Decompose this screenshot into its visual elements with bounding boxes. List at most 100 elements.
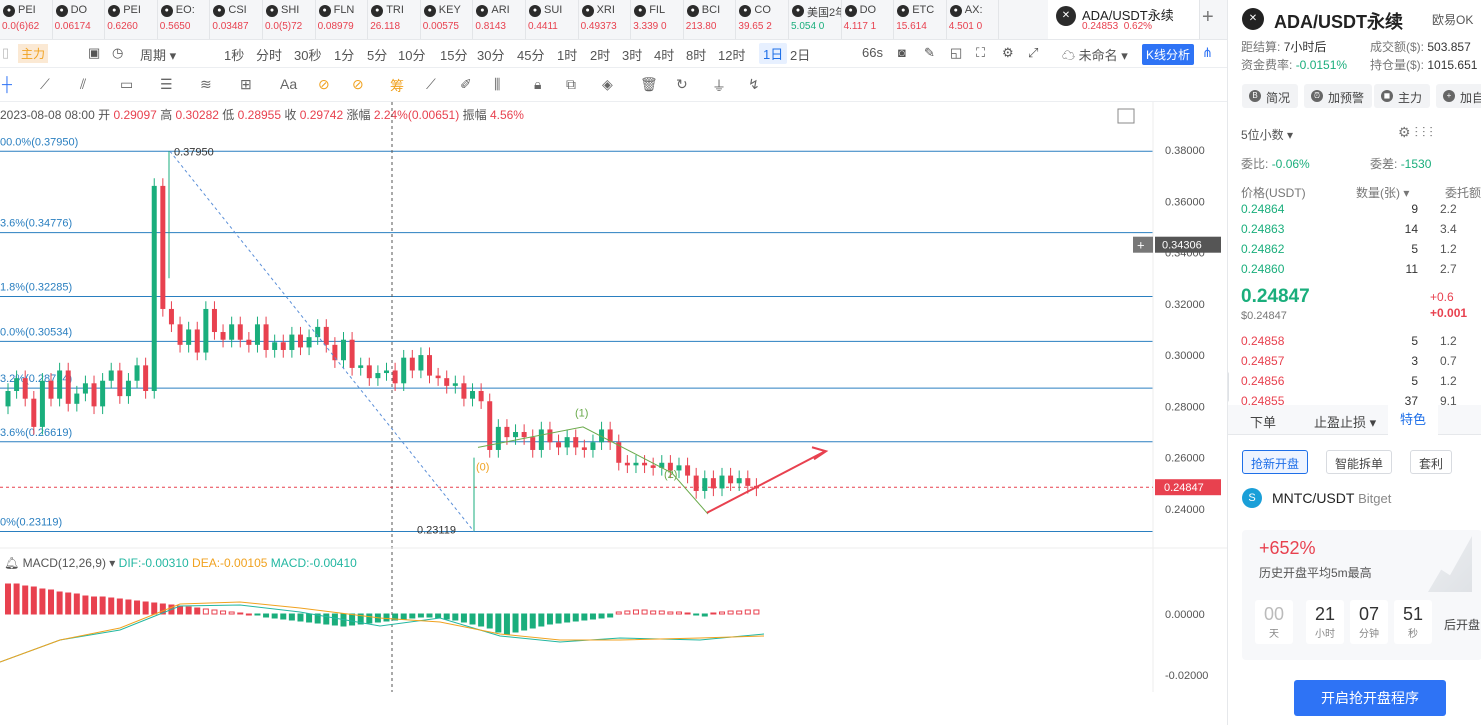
symbol-tab[interactable]: ● SHI 0.0(5)72 xyxy=(263,0,316,39)
measure-icon[interactable]: ⊞ xyxy=(240,76,252,92)
layout-selector[interactable]: ☁ 未命名 ▾ xyxy=(1062,48,1128,63)
brush-icon[interactable]: ✐ xyxy=(460,76,472,92)
interval-7[interactable]: 30分 xyxy=(477,48,505,63)
interval-8[interactable]: 45分 xyxy=(517,48,545,63)
interval-6[interactable]: 15分 xyxy=(440,48,468,63)
orderbook-row[interactable]: 0.24862 5 1.2 xyxy=(1228,239,1481,259)
interval-1[interactable]: 分时 xyxy=(256,48,283,63)
symbol-tab[interactable]: ●美国2年 5.054 0 xyxy=(789,0,842,39)
interval-12[interactable]: 4时 xyxy=(654,48,675,63)
chip-tool[interactable]: 筹 xyxy=(390,78,404,94)
arbitrage-button[interactable]: 套利 xyxy=(1410,450,1453,474)
symbol-tab[interactable]: ● DO 4.117 1 xyxy=(842,0,895,39)
copy-icon[interactable]: ⧉ xyxy=(566,76,576,92)
orderbook-row[interactable]: 0.24860 11 2.7 xyxy=(1228,259,1481,279)
rectangle-icon[interactable]: ▭ xyxy=(120,76,134,92)
clock-icon[interactable]: ◷ xyxy=(112,45,124,60)
symbol-tab[interactable]: ● KEY 0.00575 xyxy=(421,0,474,39)
grab-listing-button[interactable]: 抢新开盘 xyxy=(1242,450,1309,474)
interval-10[interactable]: 2时 xyxy=(590,48,611,63)
interval-9[interactable]: 1时 xyxy=(557,48,578,63)
camera-icon[interactable]: ◙ xyxy=(898,45,906,60)
period-selector[interactable]: 周期 ▾ xyxy=(140,48,177,63)
edit-icon[interactable]: ✎ xyxy=(924,45,935,60)
symbol-tab[interactable]: ● ARI 0.8143 xyxy=(473,0,526,39)
interval-11[interactable]: 3时 xyxy=(622,48,643,63)
symbol-tab[interactable]: ● EO: 0.5650 xyxy=(158,0,211,39)
expand-icon[interactable]: ⤢ xyxy=(1028,45,1039,60)
orderbook-row[interactable]: 0.24857 3 0.7 xyxy=(1228,351,1481,371)
magnet-icon[interactable]: ↻ xyxy=(676,76,688,92)
lock-icon[interactable]: 🔒︎ xyxy=(534,76,542,92)
fib-icon[interactable]: ☰ xyxy=(160,76,173,92)
orderbook-row[interactable]: 0.24863 14 3.4 xyxy=(1228,219,1481,239)
toggle-icon[interactable]: ▯ xyxy=(2,45,10,60)
tab-tpsl[interactable]: 止盈止损 ▾ xyxy=(1314,415,1377,430)
ruler-icon[interactable]: ⟋ xyxy=(426,76,436,92)
interval-16[interactable]: 2日 xyxy=(790,48,811,63)
crosshair-icon[interactable]: ┼ xyxy=(2,76,12,92)
coin-icon[interactable]: ⊘ xyxy=(352,76,364,92)
orderbook-settings-icons[interactable]: ⚙ ⫶ ⫶ ⫶ xyxy=(1398,124,1433,140)
symbol-tab[interactable]: ● TRI 26.118 xyxy=(368,0,421,39)
calendar-icon[interactable]: ▣ xyxy=(88,45,101,60)
settings-icon[interactable]: ⚙ xyxy=(1002,45,1014,60)
interval-3[interactable]: 1分 xyxy=(334,48,355,63)
interval-13[interactable]: 8时 xyxy=(686,48,707,63)
interval-5[interactable]: 10分 xyxy=(398,48,426,63)
symbol-tab[interactable]: ● FIL 3.339 0 xyxy=(631,0,684,39)
symbol-tab[interactable]: ● PEI 0.6260 xyxy=(105,0,158,39)
interval-2[interactable]: 30秒 xyxy=(294,48,322,63)
tab-order[interactable]: 下单 xyxy=(1250,415,1277,430)
main-force-button[interactable]: 主力 xyxy=(18,44,49,63)
symbol-tab[interactable]: ● DO 0.06174 xyxy=(53,0,106,39)
layers-icon[interactable]: ◈ xyxy=(602,76,613,92)
open-interest: 持仓量($): 1015.651 xyxy=(1370,58,1478,72)
orderbook-row[interactable]: 0.24856 5 1.2 xyxy=(1228,371,1481,391)
decimals-selector[interactable]: 5位小数 ▾ xyxy=(1241,128,1294,142)
trash-icon[interactable]: 🗑︎ xyxy=(640,76,658,92)
orderbook-row[interactable]: 0.24855 37 9.1 xyxy=(1228,391,1481,411)
symbol-tab[interactable]: ● CO 39.65 2 xyxy=(736,0,789,39)
parallel-channel-icon[interactable]: ⫽ xyxy=(80,76,87,92)
active-symbol-tab[interactable]: ✕ ADA/USDT永续 0.24853 0.62% xyxy=(1048,0,1200,39)
symbol-tab[interactable]: ● CSI 0.03487 xyxy=(210,0,263,39)
symbol-tab[interactable]: ● FLN 0.08979 xyxy=(316,0,369,39)
interval-0[interactable]: 1秒 xyxy=(224,48,245,63)
orderbook-row[interactable]: 0.24864 9 2.2 xyxy=(1228,199,1481,219)
candlestick-chart[interactable]: 0.380000.360000.340000.320000.300000.280… xyxy=(0,102,1227,692)
filter-icon[interactable]: ⏚ xyxy=(712,78,726,94)
add-tab-button[interactable]: + xyxy=(1202,6,1214,28)
indicator-icon[interactable]: ⫼ xyxy=(494,76,501,92)
resize-icon[interactable]: ◱ xyxy=(950,45,963,60)
trendline-icon[interactable]: ⟋ xyxy=(40,76,50,92)
wave-icon[interactable]: ≋ xyxy=(200,76,212,92)
panel-collapse-handle[interactable] xyxy=(1228,372,1229,402)
start-grab-button[interactable]: 开启抢开盘程序 xyxy=(1294,680,1446,716)
orderbook-row[interactable]: 0.24858 5 1.2 xyxy=(1228,331,1481,351)
main-force-pill[interactable]: ◼ 主力 xyxy=(1374,84,1431,108)
interval-14[interactable]: 12时 xyxy=(718,48,746,63)
symbol-tab[interactable]: ● ETC 15.614 xyxy=(894,0,947,39)
replay-icon[interactable]: ↯ xyxy=(748,76,760,92)
coupon-icon[interactable]: ⊘ xyxy=(318,76,330,92)
overview-button[interactable]: B 简况 xyxy=(1242,84,1299,108)
symbol-tab[interactable]: ● AX: 4.501 0 xyxy=(947,0,1000,39)
fullscreen-icon[interactable]: ⛶ xyxy=(976,45,986,60)
interval-15[interactable]: 1日 xyxy=(759,43,788,64)
symbol-tab[interactable]: ● XRI 0.49373 xyxy=(579,0,632,39)
exchange-label[interactable]: 欧易OK xyxy=(1432,13,1474,27)
symbol-tab[interactable]: ● PEI 0.0(6)62 xyxy=(0,0,53,39)
interval-4[interactable]: 5分 xyxy=(367,48,388,63)
text-tool[interactable]: Aa xyxy=(280,76,298,92)
share-icon[interactable]: ⋔ xyxy=(1202,45,1213,60)
bell-icon[interactable]: 🔔︎ xyxy=(4,556,20,570)
symbol-tab[interactable]: ● BCI 213.80 xyxy=(684,0,737,39)
kline-analysis-button[interactable]: K线分析 xyxy=(1142,44,1195,65)
col-qty[interactable]: 数量(张) ▾ xyxy=(1356,186,1410,200)
symbol-tab[interactable]: ● SUI 0.4411 xyxy=(526,0,579,39)
add-alert-button[interactable]: ⏰︎ 加预警 xyxy=(1304,84,1373,108)
tab-feature[interactable]: 特色 xyxy=(1388,405,1439,435)
add-watch-button[interactable]: +加自 xyxy=(1436,84,1481,108)
smart-split-button[interactable]: 智能拆单 xyxy=(1326,450,1393,474)
